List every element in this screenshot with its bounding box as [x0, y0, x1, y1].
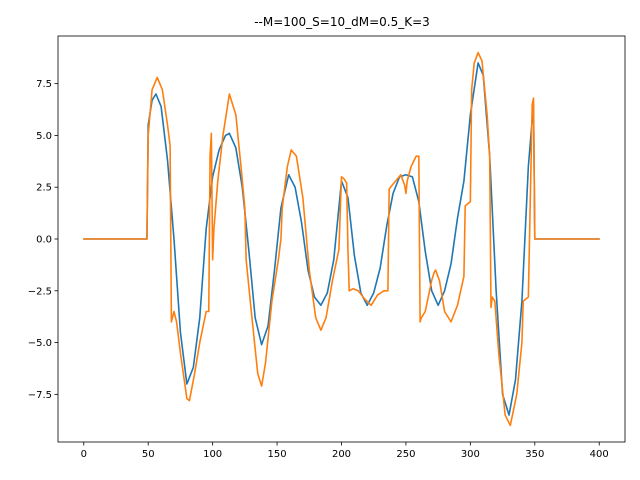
- x-tick-label: 150: [268, 449, 287, 460]
- series-lines: [82, 51, 601, 427]
- y-tick-label: 2.5: [36, 183, 52, 194]
- y-tick-label: 5.0: [36, 131, 52, 142]
- series-line-2: [82, 51, 601, 427]
- y-axis-ticks: −7.5 −5.0 −2.5 0.0 2.5 5.0 7.5: [28, 79, 58, 401]
- series-line-1: [82, 62, 601, 416]
- y-tick-label: 7.5: [36, 79, 52, 90]
- plot-area-frame: [57, 35, 626, 443]
- x-tick-label: 100: [203, 449, 222, 460]
- x-tick-label: 0: [81, 449, 87, 460]
- y-tick-label: 0.0: [36, 235, 52, 246]
- x-axis-ticks: 0 50 100 150 200 250 300 350 400: [81, 442, 609, 460]
- x-tick-label: 300: [461, 449, 480, 460]
- y-tick-label: −5.0: [28, 338, 52, 349]
- x-tick-label: 200: [332, 449, 351, 460]
- x-tick-label: 400: [590, 449, 609, 460]
- chart-title: --M=100_S=10_dM=0.5_K=3: [254, 15, 430, 29]
- y-tick-label: −7.5: [28, 390, 52, 401]
- x-tick-label: 250: [396, 449, 415, 460]
- x-tick-label: 350: [525, 449, 544, 460]
- x-tick-label: 50: [142, 449, 155, 460]
- y-tick-label: −2.5: [28, 286, 52, 297]
